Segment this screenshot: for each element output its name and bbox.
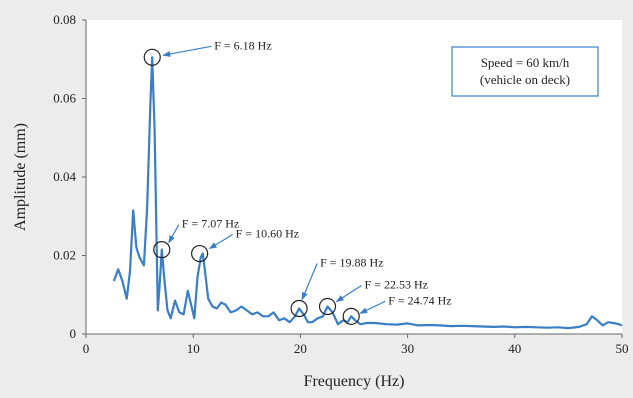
x-axis-label: Frequency (Hz) <box>304 373 405 390</box>
info-box-condition: (vehicle on deck) <box>480 72 570 87</box>
x-tick-label: 40 <box>508 341 521 356</box>
peak-marker-circle <box>342 307 360 325</box>
peak-label: F = 22.53 Hz <box>365 278 428 292</box>
peak-marker-circle <box>143 48 161 66</box>
y-axis-label: Amplitude (mm) <box>12 123 29 231</box>
peak-marker-circle <box>191 244 209 263</box>
y-tick-label: 0.08 <box>53 12 76 27</box>
peak-marker-circle <box>318 297 337 316</box>
peak-marker-circle <box>290 299 308 318</box>
peak-label: F = 24.74 Hz <box>388 293 451 307</box>
x-tick-label: 20 <box>294 341 307 356</box>
y-tick-label: 0.04 <box>53 169 76 184</box>
peak-arrow <box>208 234 233 250</box>
peak-arrow <box>335 285 362 303</box>
x-tick-label: 0 <box>83 341 90 356</box>
y-tick-label: 0 <box>70 326 77 341</box>
peak-arrow <box>359 300 386 314</box>
spectrum-line <box>112 56 623 330</box>
peak-label: F = 19.88 Hz <box>320 255 383 269</box>
peak-arrow <box>168 224 180 244</box>
info-box-speed: Speed = 60 km/h <box>481 55 570 70</box>
peak-label: F = 10.60 Hz <box>236 227 299 241</box>
info-box: Speed = 60 km/h (vehicle on deck) <box>451 46 599 97</box>
peak-label: F = 7.07 Hz <box>182 217 239 231</box>
y-tick-label: 0.02 <box>53 248 76 263</box>
x-tick-label: 10 <box>187 341 200 356</box>
peak-label: F = 6.18 Hz <box>214 38 271 52</box>
x-tick-label: 50 <box>616 341 629 356</box>
x-tick-label: 30 <box>401 341 414 356</box>
y-tick-label: 0.06 <box>53 91 76 106</box>
peak-arrow <box>162 45 212 57</box>
peak-arrow <box>301 263 318 301</box>
peak-marker-circle <box>153 241 171 259</box>
info-box-frame <box>451 46 599 97</box>
